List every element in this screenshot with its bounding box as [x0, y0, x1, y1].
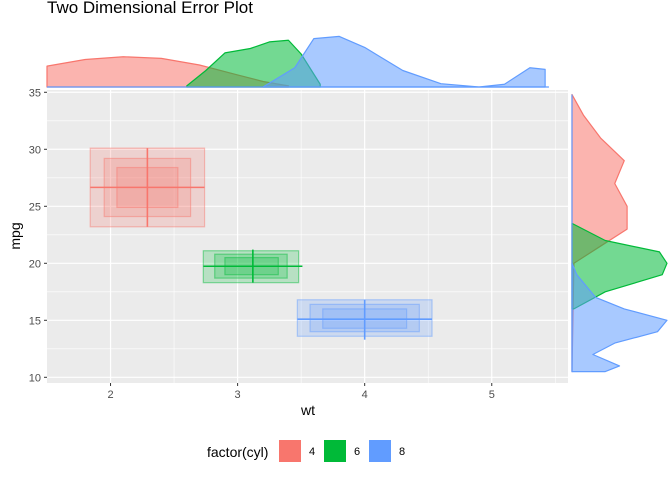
x-tick-label: 5: [489, 389, 495, 401]
x-tick-label: 3: [235, 389, 241, 401]
series-4-group: [89, 147, 206, 228]
x-axis-ticks: 2 3 4 5: [107, 383, 495, 401]
legend-key-8: [369, 440, 391, 462]
series-6-group: [202, 249, 303, 284]
series-8-group: [296, 299, 433, 340]
grid-lines: [47, 90, 568, 383]
y-density-series-8: [571, 262, 668, 373]
legend-label-6: 6: [354, 446, 360, 458]
chart-title: Two Dimensional Error Plot: [47, 0, 253, 17]
y-tick-label: 25: [29, 201, 41, 213]
y-tick-label: 15: [29, 315, 41, 327]
y-axis-title: mpg: [7, 222, 23, 249]
x-tick-label: 4: [362, 389, 368, 401]
legend: factor(cyl) 4 6 8: [207, 440, 405, 462]
x-density-series-8: [262, 35, 546, 88]
x-tick-label: 2: [107, 389, 113, 401]
legend-key-6: [324, 440, 346, 462]
legend-key-4: [279, 440, 301, 462]
y-axis-ticks: 10 15 20 25 30 35: [29, 87, 47, 384]
right-marginal-density: [571, 93, 668, 373]
y-tick-label: 30: [29, 144, 41, 156]
x-axis-title: wt: [300, 402, 315, 418]
legend-label-8: 8: [399, 446, 405, 458]
y-tick-label: 35: [29, 87, 41, 99]
top-marginal-density: [46, 35, 549, 88]
y-tick-label: 10: [29, 372, 41, 384]
legend-label-4: 4: [309, 446, 315, 458]
legend-title: factor(cyl): [207, 444, 268, 460]
error-marks: [89, 147, 433, 340]
y-tick-label: 20: [29, 258, 41, 270]
plot-panel: [47, 90, 568, 383]
